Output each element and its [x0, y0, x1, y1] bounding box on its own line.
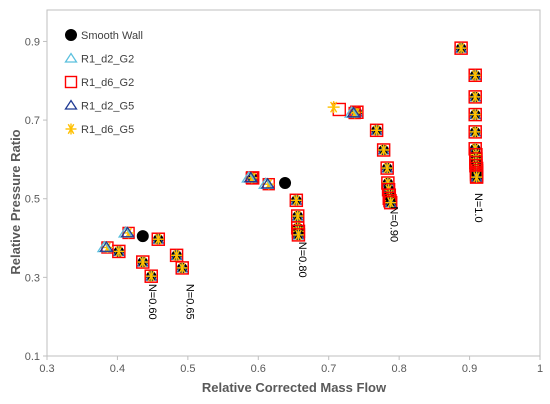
data-point: [136, 255, 150, 269]
legend-marker: [64, 52, 78, 63]
x-tick-label: 0.8: [391, 363, 406, 375]
legend-label: R1_d2_G2: [81, 54, 134, 66]
star-marker: [469, 69, 481, 81]
legend-label: R1_d6_G5: [81, 124, 134, 136]
data-point: [468, 107, 482, 122]
x-tick-label: 0.3: [39, 363, 54, 375]
star-marker: [290, 194, 302, 206]
y-tick-label: 0.7: [25, 115, 40, 127]
legend-marker: [64, 99, 78, 110]
star-marker: [469, 109, 481, 121]
plot-area-border: [46, 9, 541, 357]
data-point: [369, 123, 384, 138]
data-point: [99, 240, 114, 252]
star-marker: [378, 144, 390, 156]
y-axis-title: Relative Pressure Ratio: [8, 129, 23, 274]
data-point: [289, 193, 304, 208]
data-point: [169, 248, 184, 263]
data-point: [380, 161, 394, 175]
data-point: [151, 232, 166, 246]
data-point: [327, 101, 340, 114]
x-tick-label: 0.4: [110, 363, 125, 375]
star-marker: [371, 124, 383, 136]
data-point: [468, 125, 482, 139]
x-tick-label: 0.6: [251, 363, 266, 375]
star-marker: [455, 42, 467, 54]
star-marker: [469, 91, 481, 103]
data-point: [291, 228, 306, 242]
legend-marker: [65, 29, 77, 41]
data-point: [454, 41, 468, 55]
legend-label: R1_d6_G2: [81, 77, 134, 89]
x-tick-label: 0.7: [321, 363, 336, 375]
data-point: [136, 230, 149, 243]
star-marker: [471, 171, 483, 183]
x-axis-title: Relative Corrected Mass Flow: [202, 380, 387, 395]
data-point: [469, 170, 484, 184]
data-point: [383, 195, 398, 210]
y-tick-label: 0.1: [25, 351, 40, 363]
legend-entry: Smooth Wall: [65, 29, 143, 42]
data-point: [279, 177, 292, 189]
x-tick-label: 1: [537, 363, 543, 375]
series-group: [136, 177, 292, 243]
speed-line-label: N=0.90: [388, 206, 400, 242]
speed-line-label: N=0.65: [183, 284, 195, 320]
data-point: [376, 143, 391, 157]
speed-line-label: N=0.60: [146, 284, 158, 320]
legend-entry: R1_d6_G5: [65, 123, 134, 136]
data-point: [175, 261, 189, 275]
star-marker: [113, 245, 125, 257]
data-point: [468, 90, 482, 104]
star-marker: [137, 256, 149, 268]
star-marker: [292, 210, 304, 222]
star-marker: [152, 233, 164, 245]
series-group: [327, 101, 340, 114]
legend-entry: R1_d2_G5: [64, 99, 134, 113]
legend-marker: [65, 123, 77, 135]
y-tick-label: 0.3: [25, 272, 40, 284]
series-group: [112, 41, 484, 283]
legend-label: Smooth Wall: [81, 30, 143, 42]
data-point: [290, 209, 305, 223]
data-point: [468, 68, 482, 83]
data-point: [112, 244, 126, 259]
star-marker: [469, 126, 481, 138]
series-group: [99, 106, 361, 252]
star-marker: [145, 270, 157, 282]
y-tick-label: 0.9: [25, 36, 40, 48]
series-group: [96, 105, 361, 254]
legend-marker: [64, 75, 78, 89]
speed-line-label: N=1.0: [472, 193, 484, 223]
y-tick-label: 0.5: [25, 194, 40, 206]
data-point: [120, 226, 135, 238]
x-tick-label: 0.9: [462, 363, 477, 375]
star-marker: [292, 229, 304, 241]
legend-entry: R1_d6_G2: [64, 75, 134, 89]
star-marker: [176, 262, 188, 274]
speed-line-label: N=0.80: [296, 242, 308, 278]
legend-label: R1_d2_G5: [81, 101, 134, 113]
legend-entry: R1_d2_G2: [64, 52, 134, 66]
data-point: [144, 269, 158, 283]
star-marker: [171, 249, 183, 261]
x-tick-label: 0.5: [180, 363, 195, 375]
star-marker: [381, 162, 393, 174]
star-marker: [385, 197, 397, 209]
data-point: [346, 106, 361, 118]
data-point: [243, 171, 259, 183]
data-point: [260, 177, 275, 189]
